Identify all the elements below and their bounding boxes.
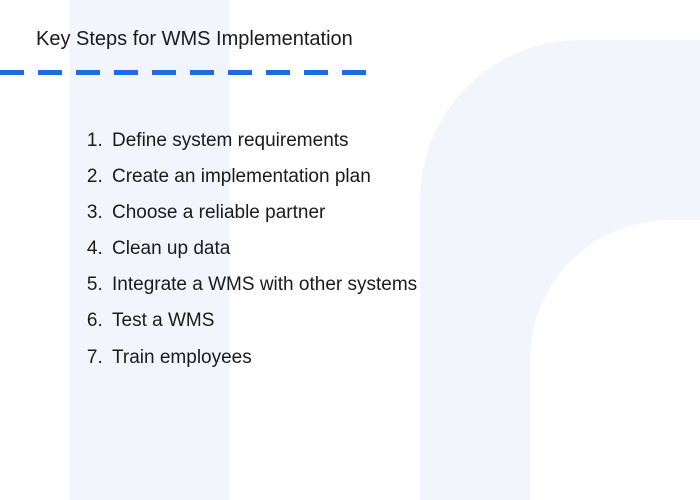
step-item: Test a WMS: [108, 303, 700, 339]
step-item: Clean up data: [108, 231, 700, 267]
list-region: Define system requirementsCreate an impl…: [0, 123, 700, 376]
steps-list-wrap: Define system requirementsCreate an impl…: [84, 123, 700, 376]
content-region: Key Steps for WMS Implementation: [0, 0, 700, 51]
step-item: Choose a reliable partner: [108, 195, 700, 231]
page-title: Key Steps for WMS Implementation: [36, 28, 700, 51]
divider-dashed-line: [0, 70, 380, 75]
step-item: Define system requirements: [108, 123, 700, 159]
step-item: Create an implementation plan: [108, 159, 700, 195]
step-item: Integrate a WMS with other systems: [108, 267, 700, 303]
steps-list: Define system requirementsCreate an impl…: [84, 123, 700, 376]
step-item: Train employees: [108, 340, 700, 376]
